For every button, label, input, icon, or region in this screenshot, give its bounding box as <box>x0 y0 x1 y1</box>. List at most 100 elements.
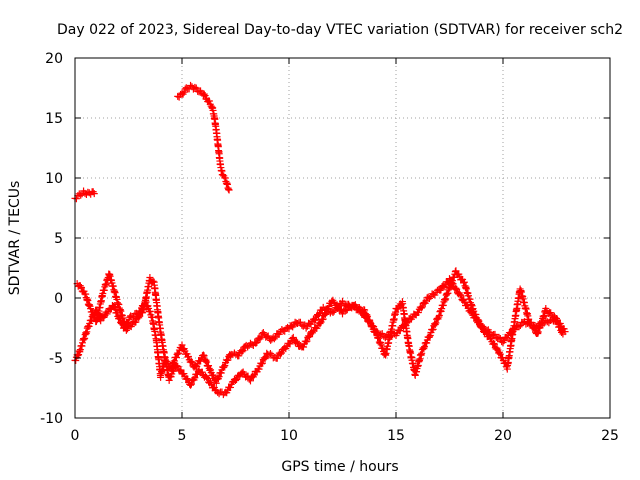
data-point <box>175 349 183 357</box>
data-point <box>266 349 274 357</box>
data-point <box>235 352 243 360</box>
data-point <box>260 354 268 362</box>
data-point <box>146 274 154 282</box>
data-point <box>246 377 254 385</box>
data-point <box>329 308 337 316</box>
data-point <box>187 381 195 389</box>
data-point <box>294 339 302 347</box>
data-point <box>173 362 181 370</box>
x-ticks: 0 5 10 15 20 25 <box>71 58 619 444</box>
data-point <box>165 376 173 384</box>
data-point <box>319 315 327 323</box>
data-point <box>321 310 329 318</box>
data-point <box>258 359 266 367</box>
data-point <box>76 282 84 290</box>
data-point <box>421 343 429 351</box>
data-point <box>457 292 465 300</box>
data-point <box>198 368 206 376</box>
data-point <box>300 343 308 351</box>
data-point <box>203 358 211 366</box>
data-point <box>170 367 178 375</box>
data-point <box>472 311 480 319</box>
data-point <box>278 349 286 357</box>
data-point <box>426 333 434 341</box>
data-point <box>188 358 196 366</box>
data-point <box>431 320 439 328</box>
data-point <box>423 339 431 347</box>
data-point <box>178 341 186 349</box>
data-point <box>550 312 558 320</box>
data-point <box>431 321 439 329</box>
data-point <box>322 309 330 317</box>
data-point <box>302 338 310 346</box>
x-tick-label: 5 <box>178 428 187 444</box>
data-point <box>103 310 111 318</box>
data-point <box>321 310 329 318</box>
x-tick-label: 15 <box>387 428 405 444</box>
data-point <box>77 283 85 291</box>
data-point <box>217 369 225 377</box>
data-point <box>238 348 246 356</box>
data-point <box>312 315 320 323</box>
data-point <box>487 335 495 343</box>
data-point <box>418 303 426 311</box>
data-point <box>452 284 460 292</box>
data-point <box>343 306 351 314</box>
data-point <box>296 318 304 326</box>
data-point <box>419 344 427 352</box>
data-point <box>224 356 232 364</box>
x-tick-label: 0 <box>71 428 80 444</box>
data-point <box>149 277 157 285</box>
data-point <box>200 90 208 98</box>
chart-title: Day 022 of 2023, Sidereal Day-to-day VTE… <box>57 22 623 38</box>
data-point <box>187 81 195 89</box>
data-point <box>203 373 211 381</box>
data-point <box>429 325 437 333</box>
data-point <box>306 333 314 341</box>
data-point <box>225 186 233 194</box>
data-point <box>177 366 185 374</box>
data-point <box>432 319 440 327</box>
data-point <box>258 360 266 368</box>
data-point <box>212 379 220 387</box>
data-point <box>490 339 498 347</box>
y-tick-label: 10 <box>45 171 63 187</box>
data-point <box>227 383 235 391</box>
data-point <box>174 362 182 370</box>
data-point <box>273 354 281 362</box>
data-point <box>89 308 97 316</box>
series-track-b <box>174 81 233 194</box>
data-point <box>239 347 247 355</box>
data-point <box>270 335 278 343</box>
data-point <box>220 363 228 371</box>
data-point <box>316 320 324 328</box>
data-point <box>492 345 500 353</box>
data-point <box>495 333 503 341</box>
data-point <box>286 340 294 348</box>
data-point <box>496 334 504 342</box>
data-point <box>252 339 260 347</box>
y-tick-label: -10 <box>40 411 63 427</box>
x-tick-label: 20 <box>494 428 512 444</box>
data-point <box>132 318 140 326</box>
data-point <box>495 349 503 357</box>
data-point <box>191 83 199 91</box>
data-point <box>440 283 448 291</box>
data-point <box>179 345 187 353</box>
data-point <box>214 374 222 382</box>
data-point <box>292 337 300 345</box>
data-point <box>173 350 181 358</box>
series-track-d <box>73 267 567 399</box>
data-point <box>453 285 461 293</box>
data-point <box>309 329 317 337</box>
data-point <box>221 361 229 369</box>
data-point <box>311 316 319 324</box>
data-point <box>426 331 434 339</box>
data-point <box>547 309 555 317</box>
data-point <box>192 84 200 92</box>
y-ticks: -10 -5 0 5 10 15 20 <box>40 51 610 427</box>
data-point <box>233 375 241 383</box>
data-point <box>418 349 426 357</box>
data-point <box>199 351 207 359</box>
